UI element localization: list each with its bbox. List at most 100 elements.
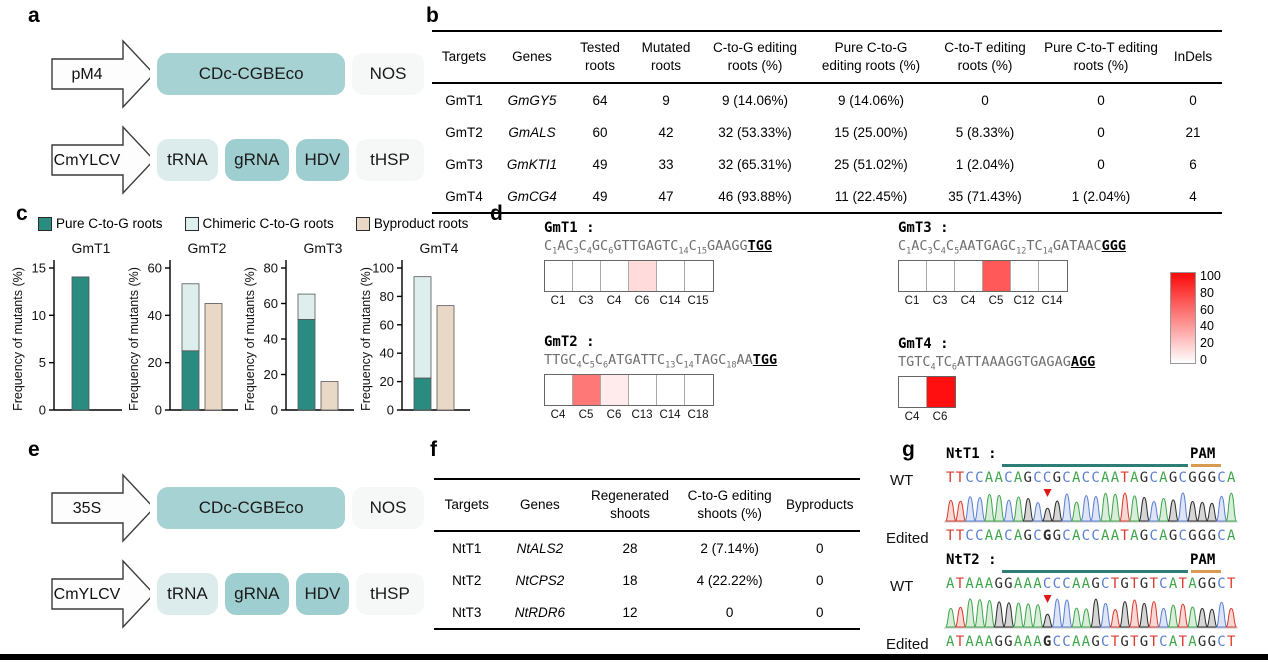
heatmap-cell-label: C6 bbox=[606, 408, 622, 421]
bar-segment bbox=[71, 276, 90, 411]
panel-c: c Pure C-to-G roots Chimeric C-to-G roots… bbox=[10, 200, 484, 440]
sequence-segment: GAAGG bbox=[706, 238, 748, 254]
promoter-arrow-icon: CmYLCV bbox=[51, 125, 151, 195]
legend-swatch bbox=[38, 216, 52, 231]
base-letter: C bbox=[1149, 470, 1160, 486]
edited-label: Edited bbox=[886, 530, 929, 547]
sequence-segment: C5 bbox=[945, 238, 960, 257]
heatmap-cell-label: C13 bbox=[631, 408, 653, 421]
svg-text:40: 40 bbox=[380, 346, 394, 361]
svg-text:GmT1: GmT1 bbox=[72, 240, 111, 256]
svg-text:20: 20 bbox=[380, 374, 394, 389]
table-cell: 0 bbox=[1189, 92, 1197, 108]
heatmap-cell bbox=[545, 260, 573, 291]
base-letter: C bbox=[1091, 470, 1101, 486]
panel-b-label: b bbox=[426, 4, 439, 27]
bar-chart-gmt2: GmT2 Frequency of mutants (%) 0 20 40 60 bbox=[127, 240, 238, 418]
svg-text:0: 0 bbox=[271, 403, 278, 418]
color-scale-labels: 100 80 60 40 20 0 bbox=[1200, 269, 1221, 367]
base-letter: G bbox=[1042, 528, 1053, 544]
base-letter: G bbox=[1197, 634, 1208, 650]
pam-label: PAM bbox=[1190, 446, 1216, 462]
base-letter: T bbox=[946, 470, 956, 486]
sequence-segment: TAGC18 bbox=[693, 352, 737, 371]
base-letter: C bbox=[975, 470, 985, 486]
heatmap-cell-label: C4 bbox=[550, 408, 566, 421]
base-letter: A bbox=[1081, 634, 1092, 650]
base-letter: T bbox=[1120, 528, 1131, 544]
base-letter: A bbox=[1188, 634, 1198, 650]
chromatogram-block-ntt1: NtT1 : PAM WT TTCCAACAGCCGCACCAATAGCAGCGGGC… bbox=[884, 446, 1266, 552]
construct-segment: tRNA bbox=[157, 139, 218, 181]
sequence-read: TTCCAACAGCGGCACCAATAGCAGCGGGCA bbox=[946, 528, 1237, 544]
svg-text:Frequency of mutants (%): Frequency of mutants (%) bbox=[243, 267, 257, 411]
base-letter: C bbox=[1062, 634, 1072, 650]
base-letter: G bbox=[1197, 470, 1208, 486]
heatmap-cell bbox=[1011, 260, 1039, 291]
base-letter: G bbox=[1168, 470, 1179, 486]
table-header-cell: Regenerated shoots bbox=[590, 488, 670, 522]
protospacer-line bbox=[1002, 570, 1188, 573]
target-sequence: TTGC4C5C6ATGATTC13C14TAGC18AATGG bbox=[544, 352, 777, 371]
table-cell: 49 bbox=[592, 188, 608, 204]
base-letter: G bbox=[1188, 528, 1198, 544]
edit-marker-icon bbox=[1043, 595, 1052, 603]
base-letter: T bbox=[1178, 576, 1189, 592]
base-letter: C bbox=[1033, 470, 1043, 486]
table-cell: 9 bbox=[662, 92, 670, 108]
base-letter: G bbox=[1168, 528, 1179, 544]
heatmap-cell bbox=[657, 374, 685, 405]
scale-tick-label: 80 bbox=[1200, 285, 1214, 300]
construct-segment: tHSP bbox=[355, 573, 424, 615]
table-header-cell: Tested roots bbox=[580, 40, 620, 74]
construct-segment: CDc-CGBEco bbox=[157, 53, 345, 95]
base-letter: A bbox=[1013, 634, 1024, 650]
legend-item: Pure C-to-G roots bbox=[38, 216, 163, 231]
table-cell: GmALS bbox=[508, 124, 556, 140]
target-name: NtT1 : bbox=[946, 446, 997, 462]
heatmap-row bbox=[898, 259, 1068, 292]
heatmap-cell bbox=[927, 376, 955, 407]
base-letter: T bbox=[955, 634, 966, 650]
target-name: NtT2 : bbox=[946, 552, 997, 568]
table-cell: 15 (25.00%) bbox=[834, 124, 908, 140]
table-row: GmT4 GmCG4 49 47 46 (93.88%) 11 (22.45%) 35 (7… bbox=[432, 180, 1222, 214]
base-letter: C bbox=[1101, 576, 1111, 592]
sequence-segment: GTTGAGTC14 bbox=[613, 238, 689, 257]
panel-a: a pM4 CDc-CGBEco NOS CmYLCV tRNA gRNA HDV tHSP bbox=[22, 2, 424, 208]
heatmap-color-scale: 100 80 60 40 20 0 bbox=[1170, 269, 1221, 367]
base-letter: G bbox=[1139, 634, 1150, 650]
sequence-segment: C1 bbox=[544, 238, 558, 257]
base-letter: C bbox=[1062, 576, 1072, 592]
panel-g: g NtT1 : PAM WT TTCCAACAGCCGCACCAATAGCAGCGG… bbox=[884, 438, 1266, 653]
heatmap-cell bbox=[657, 260, 685, 291]
legend-label: Chimeric C-to-G roots bbox=[202, 216, 334, 231]
base-letter: T bbox=[1178, 634, 1189, 650]
base-letter: G bbox=[1207, 634, 1218, 650]
svg-text:Frequency of mutants (%): Frequency of mutants (%) bbox=[127, 267, 141, 411]
chart-legend: Pure C-to-G roots Chimeric C-to-G roots By… bbox=[38, 216, 468, 231]
panel-b: b Targets Genes Tested roots Mutated roots C… bbox=[420, 2, 1264, 214]
bar-chart-gmt3: GmT3 Frequency of mutants (%) 0 20 40 60 80 bbox=[243, 240, 354, 418]
sequence-read: ATAAAGGAAACCCAAGCTGTGTCATAGGCT bbox=[946, 576, 1237, 592]
svg-text:GmT2: GmT2 bbox=[188, 240, 227, 256]
heatmap-cell bbox=[899, 376, 927, 407]
sequence-read: TTCCAACAGCCGCACCAATAGCAGCGGGCA bbox=[946, 470, 1237, 486]
heatmap-cell-label: C6 bbox=[634, 294, 650, 307]
table-cell: 60 bbox=[592, 124, 608, 140]
base-letter: C bbox=[1004, 528, 1014, 544]
bar-segment bbox=[204, 303, 223, 411]
table-row: GmT1 GmGY5 64 9 9 (14.06%) 9 (14.06%) 0 0 0 bbox=[432, 83, 1222, 116]
base-letter: A bbox=[946, 634, 956, 650]
base-letter: A bbox=[984, 634, 995, 650]
sequence-segment: C14 bbox=[675, 352, 694, 371]
table-cell: NtT1 bbox=[452, 540, 482, 556]
legend-label: Byproduct roots bbox=[373, 216, 469, 231]
table-cell: 25 (51.02%) bbox=[834, 156, 908, 172]
base-letter: A bbox=[1188, 576, 1198, 592]
base-letter: T bbox=[1226, 576, 1237, 592]
heatmap-cell-label: C12 bbox=[1013, 294, 1035, 307]
heatmap-cell bbox=[545, 374, 573, 405]
heatmap-cell bbox=[685, 374, 713, 405]
